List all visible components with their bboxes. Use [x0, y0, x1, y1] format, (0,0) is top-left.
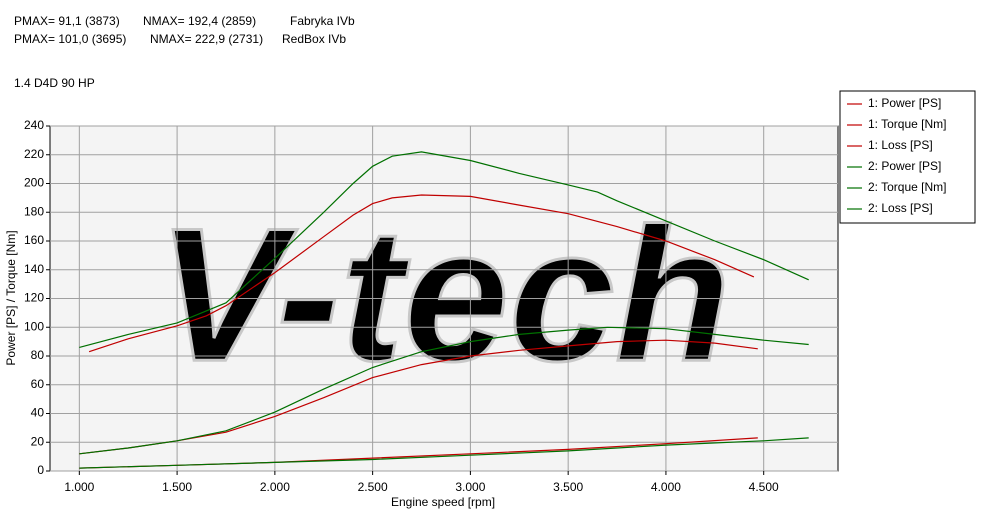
y-tick-label: 140 — [24, 262, 44, 276]
legend-label: 1: Loss [PS] — [868, 138, 933, 152]
header-nmax: NMAX= 222,9 (2731) — [150, 32, 263, 46]
legend-label: 2: Loss [PS] — [868, 201, 933, 215]
x-tick-label: 4.500 — [749, 480, 779, 494]
y-tick-label: 180 — [24, 204, 44, 218]
legend-label: 2: Power [PS] — [868, 159, 941, 173]
y-tick-label: 200 — [24, 176, 44, 190]
legend — [839, 90, 976, 224]
subtitle: 1.4 D4D 90 HP — [14, 76, 95, 90]
y-tick-label: 40 — [31, 406, 45, 420]
header-pmax: PMAX= 101,0 (3695) — [14, 32, 126, 46]
header-name: RedBox IVb — [282, 32, 346, 46]
header-pmax: PMAX= 91,1 (3873) — [14, 14, 120, 28]
series-line — [88, 194, 755, 353]
y-tick-label: 20 — [31, 434, 45, 448]
series-line — [79, 151, 809, 348]
series-line — [79, 326, 809, 455]
x-tick-label: 1.500 — [162, 480, 192, 494]
y-tick-label: 220 — [24, 147, 44, 161]
legend-label: 1: Power [PS] — [868, 96, 941, 110]
x-tick-label: 2.500 — [358, 480, 388, 494]
x-axis-label: Engine speed [rpm] — [391, 495, 495, 509]
legend-label: 2: Torque [Nm] — [868, 180, 946, 194]
watermark: V-tech — [157, 189, 731, 401]
x-tick-label: 3.000 — [455, 480, 485, 494]
y-tick-label: 240 — [24, 118, 44, 132]
header-nmax: NMAX= 192,4 (2859) — [143, 14, 256, 28]
y-tick-label: 160 — [24, 233, 44, 247]
y-tick-label: 0 — [37, 463, 44, 477]
y-tick-label: 60 — [31, 377, 45, 391]
series-line — [79, 437, 809, 469]
y-axis-label: Power [PS] / Torque [Nm] — [4, 230, 18, 365]
x-tick-label: 4.000 — [651, 480, 681, 494]
y-tick-label: 100 — [24, 319, 44, 333]
header-name: Fabryka IVb — [290, 14, 355, 28]
x-tick-label: 1.000 — [64, 480, 94, 494]
y-tick-label: 80 — [31, 348, 45, 362]
x-tick-label: 3.500 — [553, 480, 583, 494]
y-tick-label: 120 — [24, 291, 44, 305]
x-tick-label: 2.000 — [260, 480, 290, 494]
legend-label: 1: Torque [Nm] — [868, 117, 946, 131]
